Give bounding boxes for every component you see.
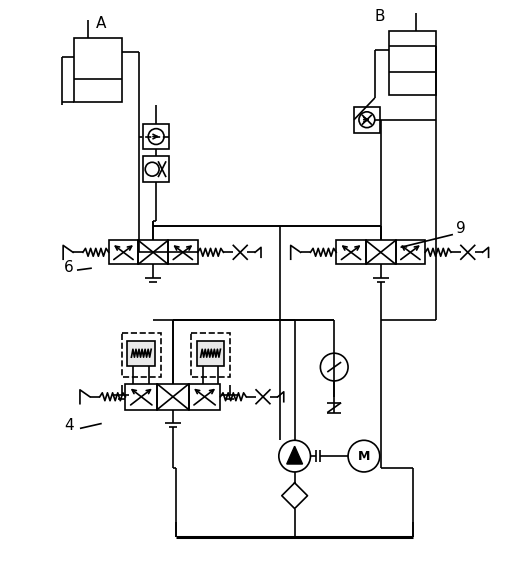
Text: A: A (96, 16, 106, 31)
Bar (197, 341, 224, 366)
Bar (395, 241, 425, 264)
Bar (143, 124, 169, 149)
Polygon shape (287, 446, 303, 464)
Bar (354, 107, 380, 133)
Bar (74, 38, 121, 102)
Text: 6: 6 (64, 260, 74, 275)
Bar (143, 156, 169, 182)
Bar (336, 241, 366, 264)
Bar (157, 384, 189, 410)
Text: M: M (358, 450, 370, 463)
Bar (168, 241, 198, 264)
Bar (191, 333, 230, 377)
Text: 4: 4 (64, 418, 74, 433)
Bar (128, 341, 155, 366)
Bar (126, 384, 157, 410)
Text: B: B (375, 10, 385, 24)
Bar (366, 241, 395, 264)
Bar (138, 241, 168, 264)
Bar (389, 31, 436, 95)
Bar (121, 333, 161, 377)
Bar (109, 241, 138, 264)
Bar (189, 384, 220, 410)
Text: 9: 9 (456, 220, 465, 235)
